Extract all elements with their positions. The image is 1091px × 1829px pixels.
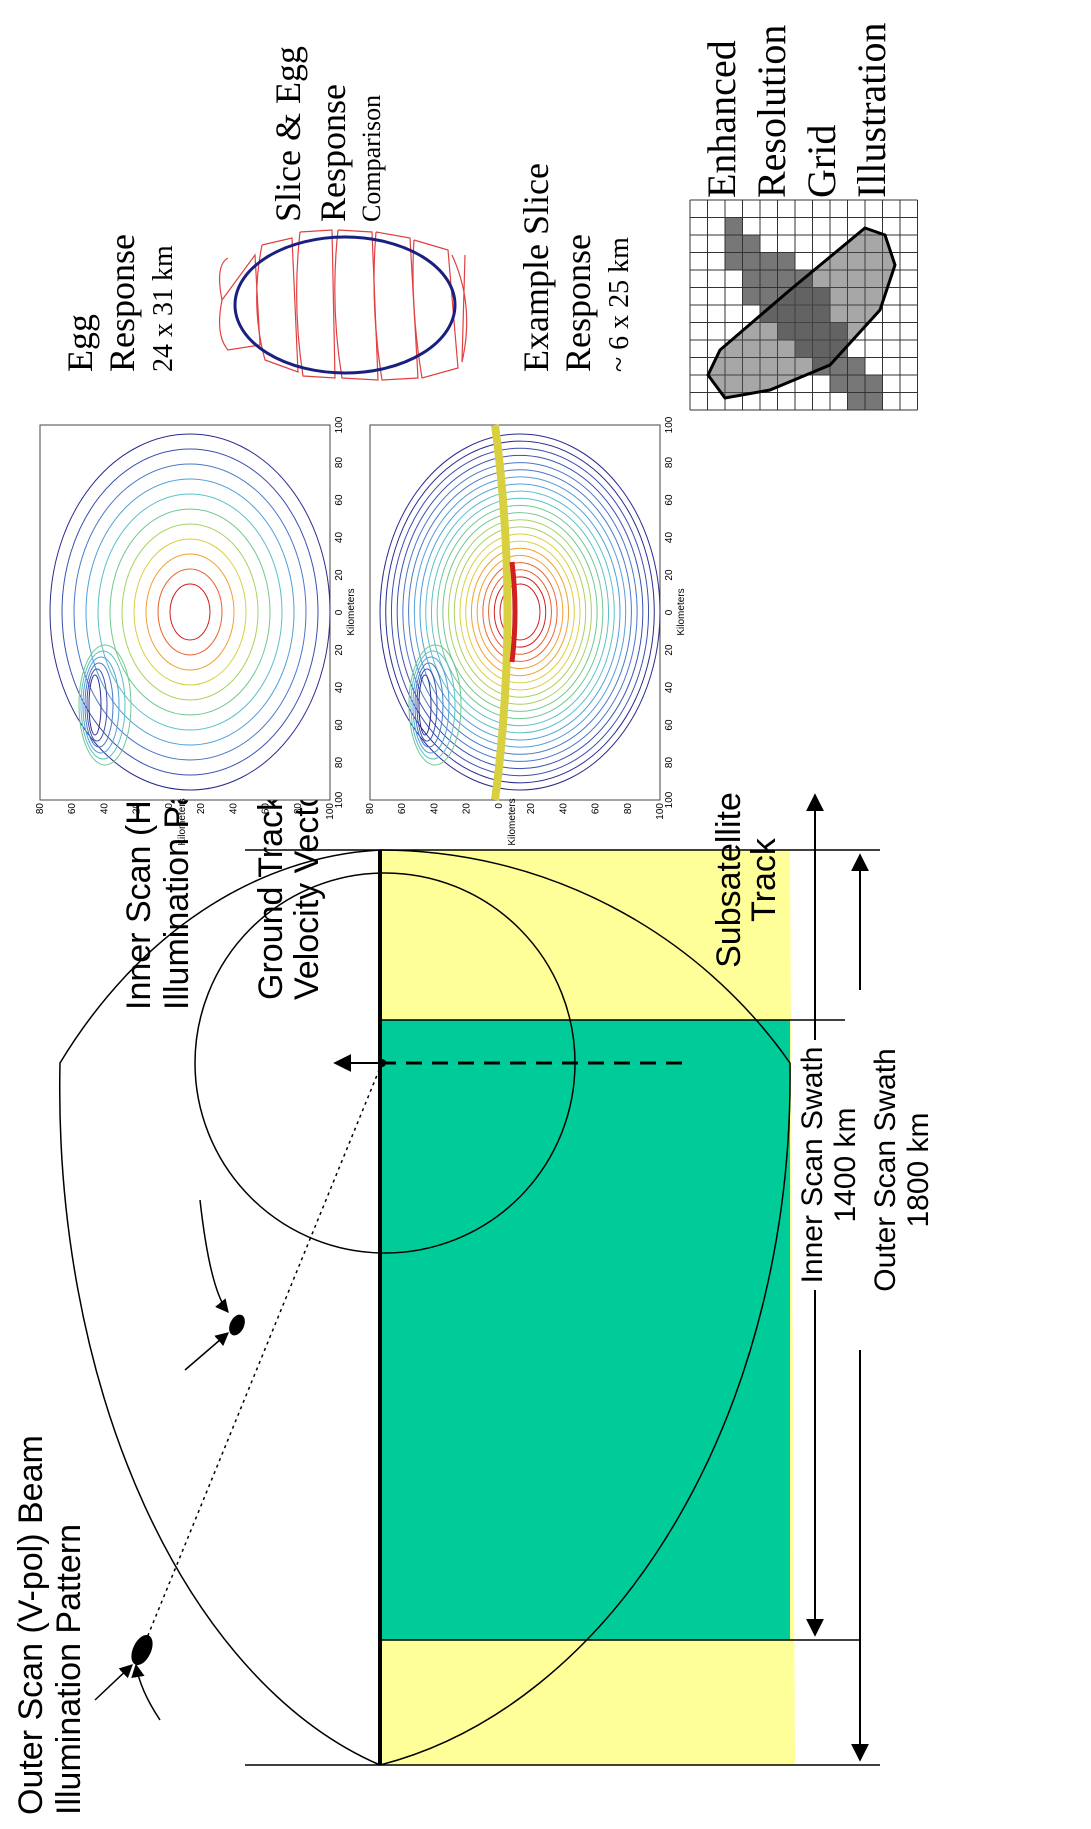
contour-plot xyxy=(370,425,660,800)
grid-cell-filled xyxy=(760,270,778,288)
grid-cell-filled xyxy=(778,270,796,288)
label: Subsatellite xyxy=(710,792,748,968)
grid-cell-filled xyxy=(848,393,866,411)
axis-label: Kilometers xyxy=(177,798,188,845)
annotation: Example Slice xyxy=(516,163,556,372)
tick-label: 20 xyxy=(664,569,675,581)
tick-label: 80 xyxy=(35,803,46,815)
tick-label: 40 xyxy=(558,803,569,815)
label: 1400 km xyxy=(829,1107,862,1222)
label: Illumination Pattern xyxy=(50,1524,88,1815)
label: 1800 km xyxy=(902,1112,935,1227)
tick-label: 40 xyxy=(664,532,675,544)
annotation: Illustration xyxy=(849,22,894,198)
grid-cell-filled xyxy=(725,218,743,236)
tick-label: 60 xyxy=(67,803,78,815)
tick-label: 60 xyxy=(334,719,345,731)
tick-label: 0 xyxy=(664,609,675,615)
label-arrow xyxy=(185,1333,228,1370)
inner-swath-area xyxy=(380,1020,790,1640)
comparison-figure xyxy=(220,230,467,380)
grid-cell-filled xyxy=(760,253,778,271)
tick-label: 100 xyxy=(664,416,675,433)
tick-label: 80 xyxy=(623,803,634,815)
annotation: Comparison xyxy=(357,95,386,222)
grid-cell-filled xyxy=(743,235,761,253)
tick-label: 100 xyxy=(664,791,675,808)
grid-cell-filled xyxy=(743,270,761,288)
annotation: Resolution xyxy=(749,25,794,198)
scan-arrow xyxy=(136,1665,160,1720)
contour-plot xyxy=(40,425,330,800)
grid-cell-filled xyxy=(778,253,796,271)
annotation: Slice & Egg xyxy=(268,46,308,222)
grid-cell-filled xyxy=(743,253,761,271)
tick-label: 20 xyxy=(132,803,143,815)
egg-outline xyxy=(235,237,455,373)
grid-cell-filled xyxy=(725,253,743,271)
tick-label: 40 xyxy=(664,682,675,694)
tick-label: 60 xyxy=(664,719,675,731)
grid-cell-filled xyxy=(865,393,883,411)
tick-label: 20 xyxy=(334,569,345,581)
tick-label: 20 xyxy=(526,803,537,815)
annotation: Response xyxy=(558,234,598,372)
inner-beam xyxy=(226,1312,248,1338)
grid-cell-filled xyxy=(830,375,848,393)
label-arrow xyxy=(95,1665,132,1700)
label: Inner Scan Swath xyxy=(796,1047,829,1284)
scan-arrow xyxy=(200,1200,228,1312)
label: Track xyxy=(745,837,783,922)
tick-label: 0 xyxy=(494,803,505,809)
outer-beam xyxy=(127,1632,157,1669)
tick-label: 20 xyxy=(664,644,675,656)
grid-illustration xyxy=(690,200,918,410)
annotation: 24 x 31 km xyxy=(148,245,179,372)
annotation: Enhanced xyxy=(699,40,744,198)
axis-label: Kilometers xyxy=(507,798,518,845)
tick-label: 60 xyxy=(591,803,602,815)
beam-line xyxy=(142,1063,382,1650)
tick-label: 0 xyxy=(334,609,345,615)
annotation: Response xyxy=(313,84,353,222)
grid-cell-filled xyxy=(725,235,743,253)
label: Outer Scan Swath xyxy=(869,1048,902,1291)
tick-label: 100 xyxy=(334,791,345,808)
grid-cell-filled xyxy=(743,288,761,306)
annotation: Response xyxy=(102,234,142,372)
tick-label: 80 xyxy=(365,803,376,815)
tick-label: 20 xyxy=(462,803,473,815)
tick-label: 40 xyxy=(334,532,345,544)
outer-scan-arc xyxy=(60,850,380,1765)
tick-label: 80 xyxy=(664,757,675,769)
tick-label: 40 xyxy=(429,803,440,815)
tick-label: 0 xyxy=(164,803,175,809)
tick-label: 60 xyxy=(334,494,345,506)
diagram: Outer Scan (V-pol) Beam Illumination Pat… xyxy=(0,0,1091,1829)
grid-cell-filled xyxy=(848,358,866,376)
label: Ground Track xyxy=(252,793,290,1000)
axis-label: Kilometers xyxy=(346,588,357,635)
grid-cell-filled xyxy=(865,375,883,393)
tick-label: 40 xyxy=(334,682,345,694)
tick-label: 60 xyxy=(664,494,675,506)
tick-label: 80 xyxy=(334,457,345,469)
annotation: Grid xyxy=(799,125,844,198)
tick-label: 20 xyxy=(334,644,345,656)
axis-label: Kilometers xyxy=(676,588,687,635)
tick-label: 60 xyxy=(397,803,408,815)
label: Outer Scan (V-pol) Beam xyxy=(12,1435,50,1815)
plot-frame xyxy=(40,425,330,800)
tick-label: 40 xyxy=(228,803,239,815)
tick-label: 80 xyxy=(293,803,304,815)
grid-cell-filled xyxy=(848,375,866,393)
tick-label: 40 xyxy=(99,803,110,815)
annotation: ~ 6 x 25 km xyxy=(604,237,635,372)
tick-label: 80 xyxy=(664,457,675,469)
annotation: Egg xyxy=(60,314,100,372)
tick-label: 100 xyxy=(334,416,345,433)
tick-label: 60 xyxy=(261,803,272,815)
tick-label: 20 xyxy=(196,803,207,815)
tick-label: 80 xyxy=(334,757,345,769)
